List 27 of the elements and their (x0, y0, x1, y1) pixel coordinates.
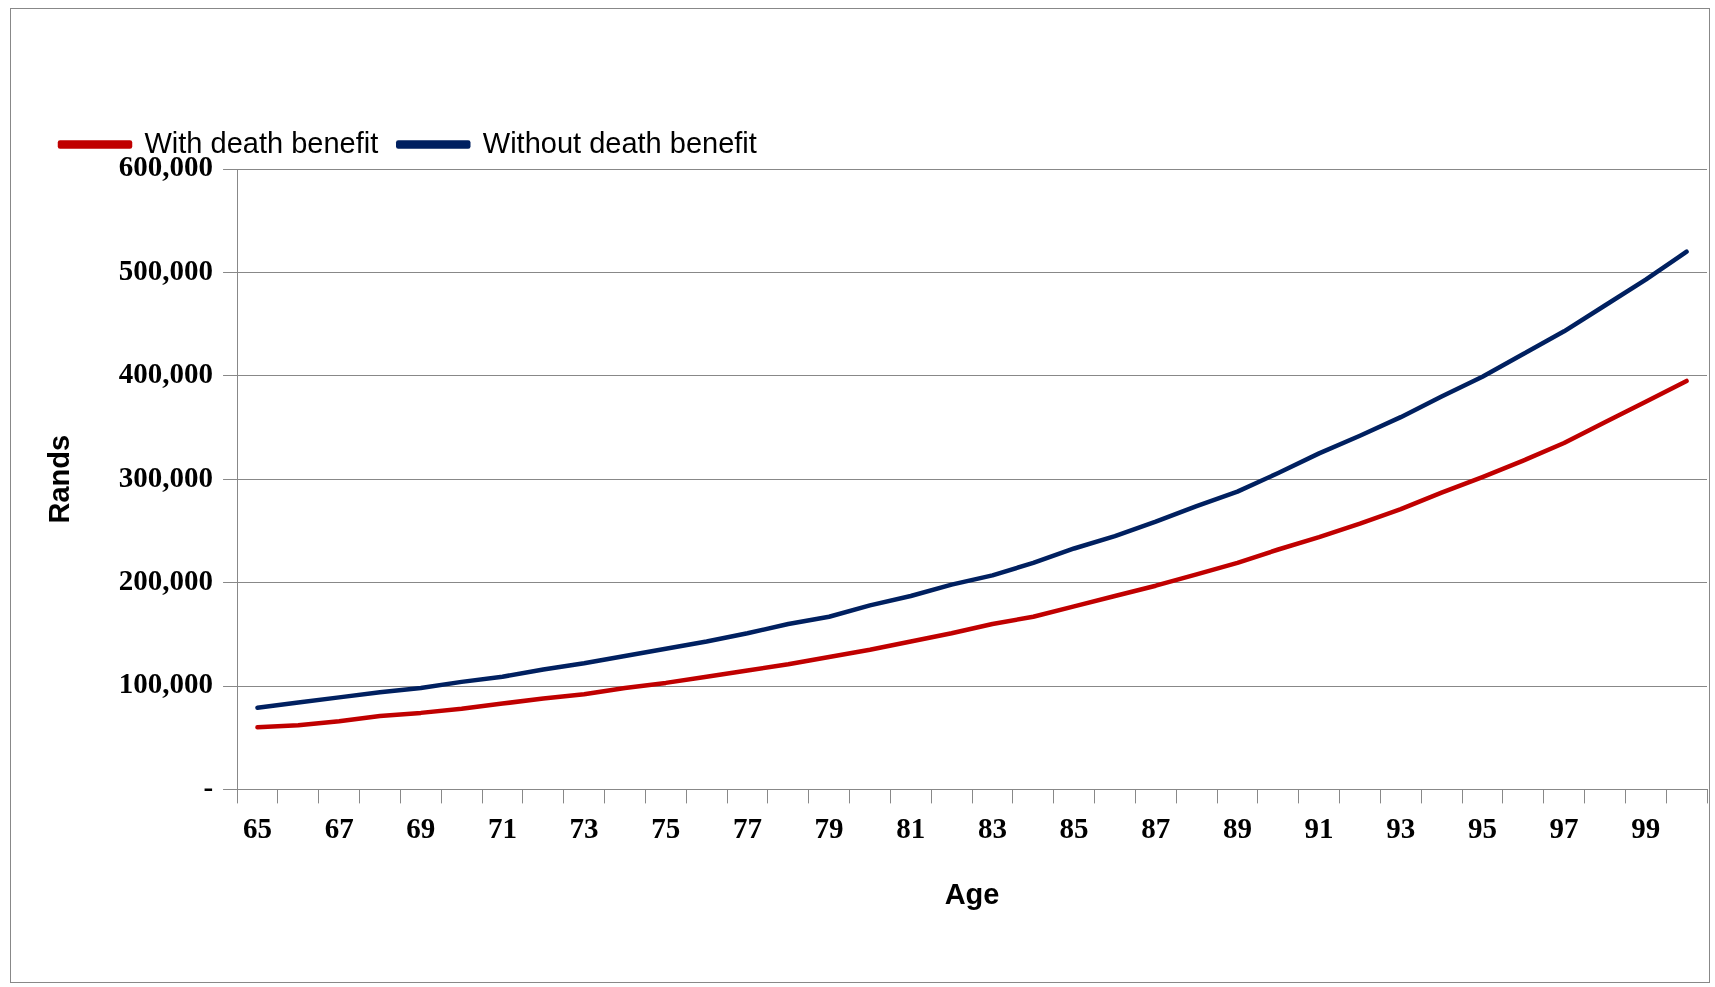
x-tick-label: 73 (569, 812, 599, 845)
legend-label: Without death benefit (482, 126, 757, 159)
x-tick-label: 83 (977, 812, 1007, 845)
x-tick-label: 85 (1059, 812, 1089, 845)
x-tick-label: 71 (487, 812, 517, 845)
x-tick-label: 67 (324, 812, 354, 845)
x-tick-label: 65 (242, 812, 272, 845)
y-axis-title: Rands (43, 434, 76, 524)
x-tick-label: 89 (1222, 812, 1252, 845)
x-tick-label: 97 (1549, 812, 1579, 845)
y-tick-label: 200,000 (118, 564, 214, 597)
x-axis-title: Age (944, 877, 1000, 910)
x-tick-label: 81 (896, 812, 926, 845)
y-tick-label: 400,000 (118, 357, 214, 390)
x-tick-label: 91 (1304, 812, 1334, 845)
y-tick-label: 300,000 (118, 460, 214, 493)
y-tick-label: 500,000 (118, 253, 214, 286)
x-tick-label: 87 (1141, 812, 1171, 845)
x-tick-label: 75 (651, 812, 681, 845)
x-tick-label: 93 (1386, 812, 1416, 845)
x-tick-label: 77 (732, 812, 762, 845)
x-tick-label: 79 (814, 812, 844, 845)
y-tick-label: - (203, 770, 214, 803)
x-tick-label: 69 (406, 812, 436, 845)
y-tick-label: 100,000 (118, 667, 214, 700)
x-tick-label: 95 (1467, 812, 1497, 845)
x-tick-label: 99 (1631, 812, 1661, 845)
